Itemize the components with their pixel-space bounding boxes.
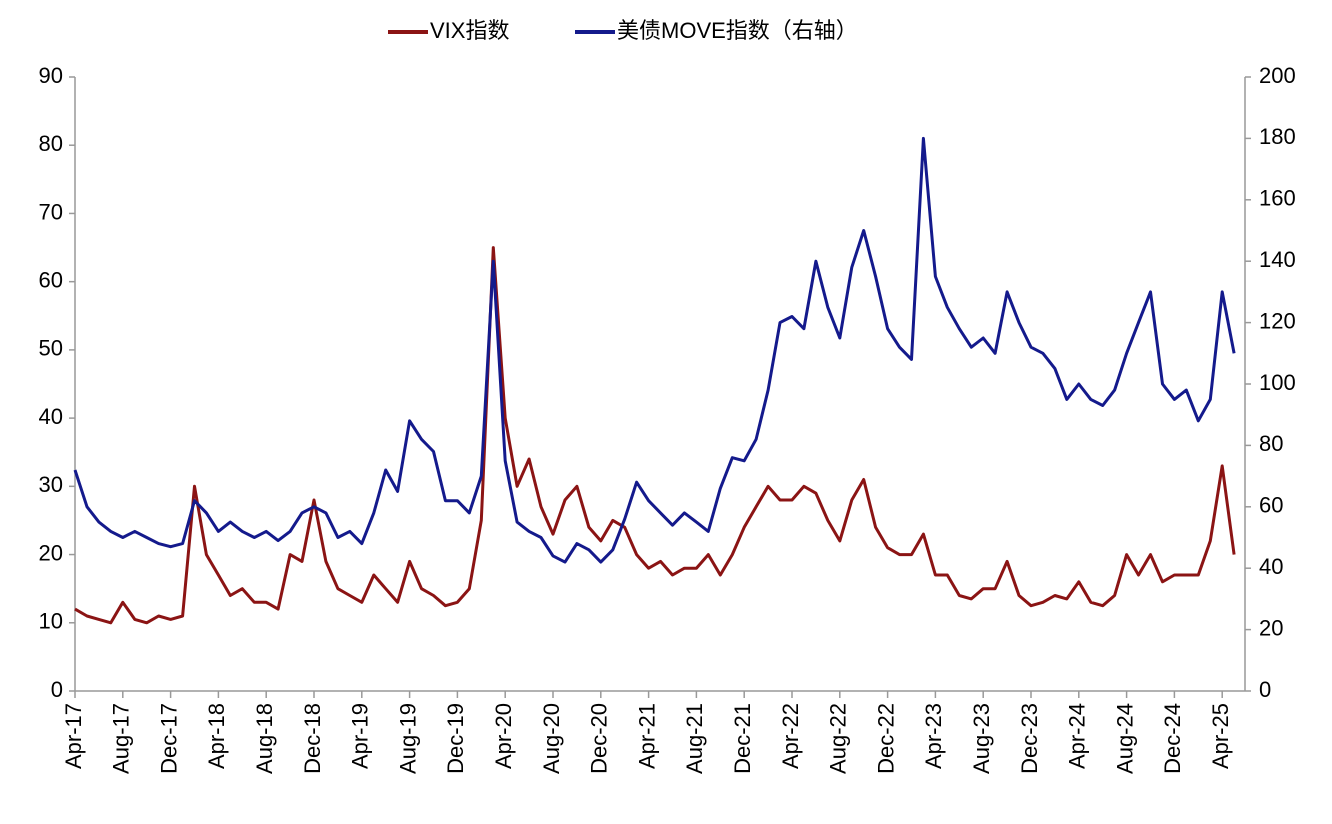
x-tick-label: Dec-24: [1160, 703, 1185, 774]
y2-tick-label: 60: [1259, 493, 1283, 518]
x-tick-label: Aug-23: [969, 703, 994, 774]
y2-tick-label: 100: [1259, 370, 1296, 395]
x-tick-label: Apr-21: [634, 703, 659, 769]
x-tick-label: Aug-21: [682, 703, 707, 774]
x-tick-label: Aug-19: [395, 703, 420, 774]
y-tick-label: 0: [51, 677, 63, 702]
y-tick-label: 80: [39, 131, 63, 156]
x-tick-label: Apr-20: [491, 703, 516, 769]
legend-label: VIX指数: [430, 18, 509, 43]
y-tick-label: 90: [39, 63, 63, 88]
y-tick-label: 30: [39, 472, 63, 497]
x-tick-label: Apr-17: [61, 703, 86, 769]
legend-label: 美债MOVE指数（右轴）: [617, 18, 858, 43]
y2-tick-label: 180: [1259, 124, 1296, 149]
y-tick-label: 40: [39, 404, 63, 429]
x-tick-label: Dec-19: [443, 703, 468, 774]
series-line: [74, 246, 1236, 625]
x-tick-label: Apr-18: [204, 703, 229, 769]
y-tick-label: 70: [39, 199, 63, 224]
y2-tick-label: 160: [1259, 186, 1296, 211]
x-tick-label: Apr-19: [348, 703, 373, 769]
y-tick-label: 10: [39, 609, 63, 634]
x-tick-label: Apr-25: [1208, 703, 1233, 769]
x-tick-label: Apr-23: [921, 703, 946, 769]
x-tick-label: Dec-17: [156, 703, 181, 774]
x-tick-label: Aug-24: [1112, 703, 1137, 774]
y2-tick-label: 200: [1259, 63, 1296, 88]
y2-tick-label: 140: [1259, 247, 1296, 272]
x-tick-label: Aug-22: [826, 703, 851, 774]
y2-tick-label: 40: [1259, 554, 1283, 579]
y-tick-label: 20: [39, 540, 63, 565]
y2-tick-label: 80: [1259, 431, 1283, 456]
x-tick-label: Dec-21: [730, 703, 755, 774]
x-tick-label: Apr-24: [1065, 703, 1090, 769]
x-tick-label: Dec-22: [873, 703, 898, 774]
x-tick-label: Aug-20: [539, 703, 564, 774]
y-tick-label: 60: [39, 267, 63, 292]
x-tick-label: Dec-18: [300, 703, 325, 774]
x-tick-label: Dec-20: [587, 703, 612, 774]
y2-tick-label: 120: [1259, 308, 1296, 333]
x-tick-label: Aug-18: [252, 703, 277, 774]
x-tick-label: Aug-17: [109, 703, 134, 774]
x-tick-label: Dec-23: [1017, 703, 1042, 774]
y2-tick-label: 0: [1259, 677, 1271, 702]
series-line: [73, 136, 1236, 564]
y2-tick-label: 20: [1259, 615, 1283, 640]
x-tick-label: Apr-22: [778, 703, 803, 769]
y-tick-label: 50: [39, 336, 63, 361]
